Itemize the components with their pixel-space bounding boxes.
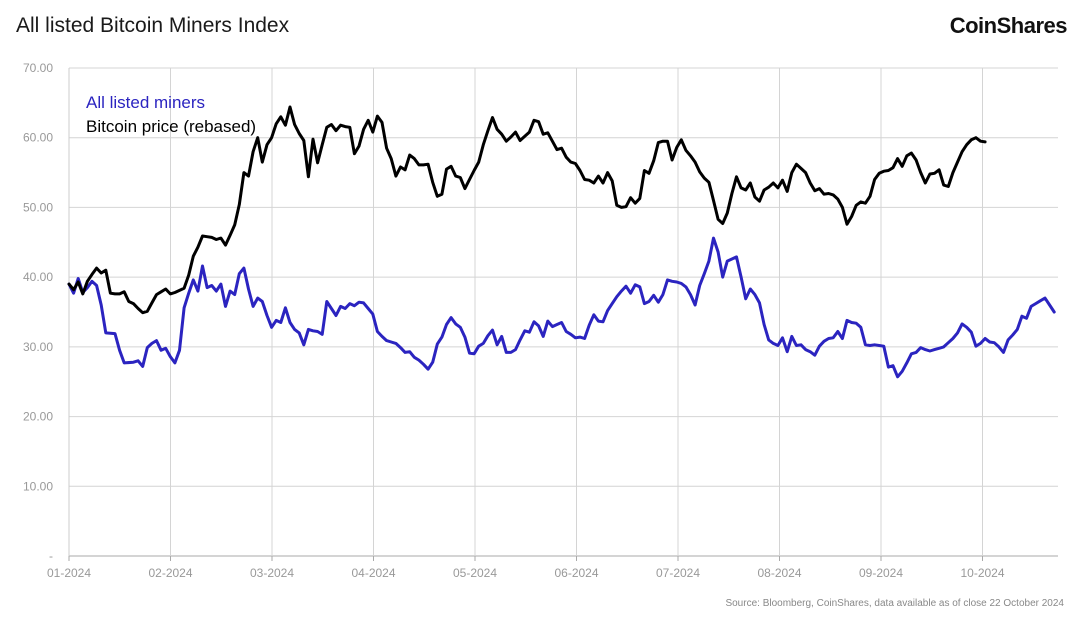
series-line-1 <box>67 105 987 315</box>
y-tick-label: 70.00 <box>23 61 53 75</box>
y-axis-ticks: - 10.00 20.00 30.00 40.00 50.00 60.00 70.00 <box>23 61 53 563</box>
brand-logo: CoinShares <box>949 13 1068 38</box>
x-axis-ticks: 01-2024 02-2024 03-2024 04-2024 05-2024 06-20… <box>47 566 1005 580</box>
series-line-0 <box>67 236 1056 379</box>
y-tick-label: - <box>49 549 53 563</box>
chart-series <box>67 105 1056 379</box>
x-tick-label: 08-2024 <box>757 566 801 580</box>
chart-title: All listed Bitcoin Miners Index <box>16 14 290 37</box>
x-tick-label: 10-2024 <box>960 566 1004 580</box>
y-tick-label: 50.00 <box>23 200 53 214</box>
y-tick-label: 30.00 <box>23 340 53 354</box>
y-tick-label: 40.00 <box>23 270 53 284</box>
x-tick-label: 07-2024 <box>656 566 700 580</box>
x-tick-label: 01-2024 <box>47 566 91 580</box>
x-tick-label: 02-2024 <box>148 566 192 580</box>
x-tick-label: 03-2024 <box>250 566 294 580</box>
x-tick-label: 09-2024 <box>859 566 903 580</box>
y-tick-label: 60.00 <box>23 131 53 145</box>
y-tick-label: 20.00 <box>23 410 53 424</box>
x-tick-label: 04-2024 <box>351 566 395 580</box>
legend-entry: Bitcoin price (rebased) <box>86 117 256 136</box>
y-tick-label: 10.00 <box>23 479 53 493</box>
chart-legend: All listed miners Bitcoin price (rebased) <box>86 93 256 136</box>
x-tick-label: 06-2024 <box>554 566 598 580</box>
legend-entry: All listed miners <box>86 93 205 112</box>
source-note: Source: Bloomberg, CoinShares, data avai… <box>725 598 1064 609</box>
x-tick-label: 05-2024 <box>453 566 497 580</box>
chart-grid <box>68 67 1058 561</box>
